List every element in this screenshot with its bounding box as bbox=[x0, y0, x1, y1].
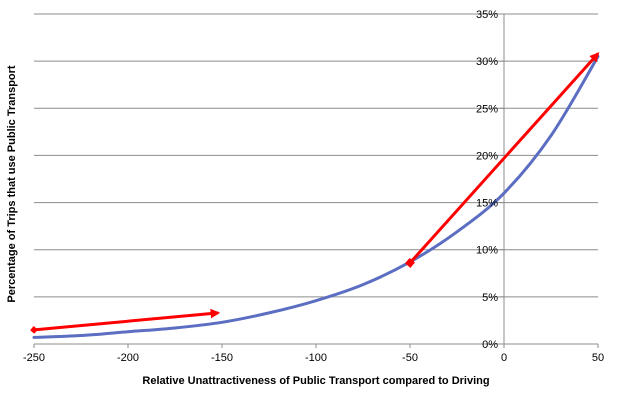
series-line bbox=[32, 54, 600, 339]
x-tick-label: -50 bbox=[402, 352, 418, 364]
x-tick-label: -250 bbox=[23, 352, 45, 364]
y-tick-label: 5% bbox=[482, 292, 498, 304]
x-tick-label: 50 bbox=[592, 352, 604, 364]
gridlines bbox=[34, 13, 598, 298]
x-axis-title: Relative Unattractiveness of Public Tran… bbox=[142, 375, 489, 387]
annotation-arrow bbox=[404, 52, 600, 268]
annotations bbox=[30, 52, 600, 334]
y-tick-label: 0% bbox=[482, 339, 498, 351]
y-tick-label: 20% bbox=[476, 150, 498, 162]
x-tick-label: -200 bbox=[117, 352, 139, 364]
x-tick-label: 0 bbox=[501, 352, 507, 364]
y-tick-label: 15% bbox=[476, 198, 498, 210]
y-axis-title: Percentage of Trips that use Public Tran… bbox=[6, 65, 18, 303]
tick-labels: 0% 5% 10% 15% 20% 25% 30% 35% -250 -200 -150 -100 -5… bbox=[23, 9, 604, 364]
annotation-arrow bbox=[30, 308, 221, 334]
x-tick-label: -100 bbox=[305, 352, 327, 364]
y-tick-label: 35% bbox=[476, 9, 498, 21]
y-tick-label: 30% bbox=[476, 56, 498, 68]
y-tick-label: 10% bbox=[476, 245, 498, 257]
series-group bbox=[32, 54, 600, 339]
x-tick-label: -150 bbox=[211, 352, 233, 364]
y-tick-label: 25% bbox=[476, 103, 498, 115]
